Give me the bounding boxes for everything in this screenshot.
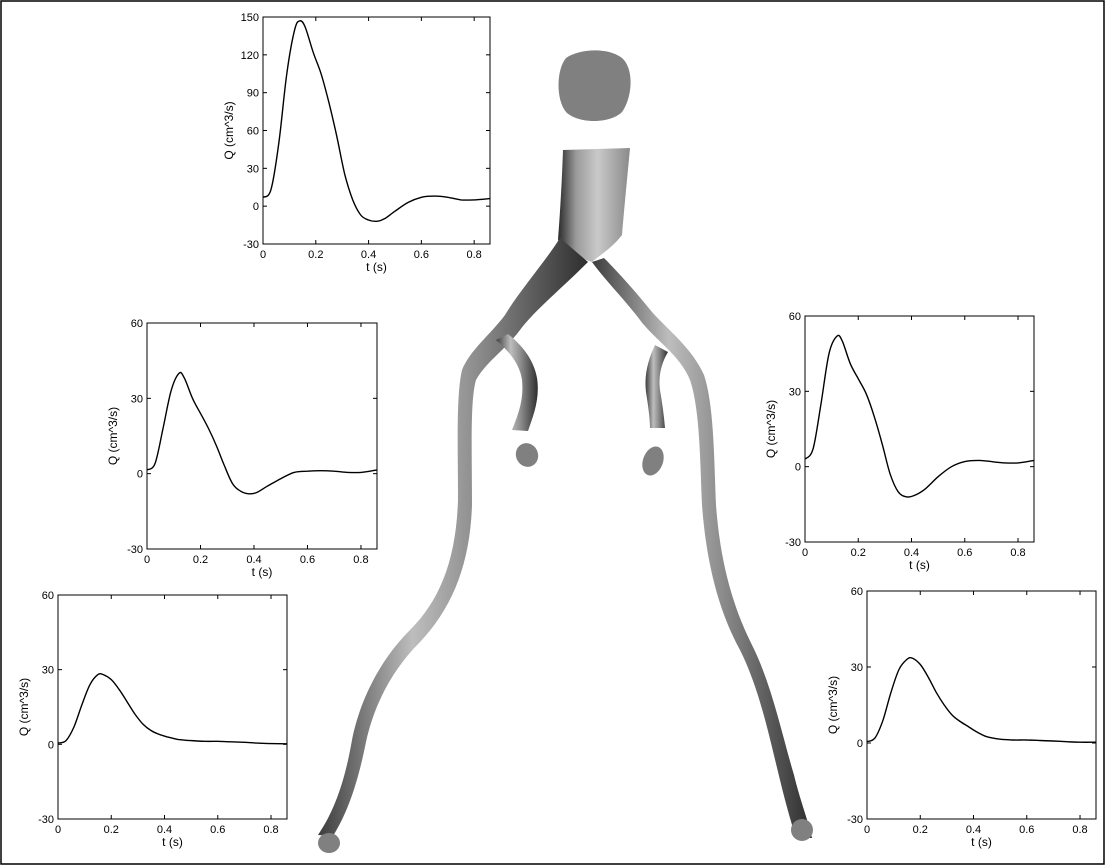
y-axis-label: Q (cm^3/s) — [764, 400, 778, 458]
y-tick-label: 30 — [131, 393, 143, 405]
flow-rate-line — [866, 656, 1097, 743]
y-tick-label: 60 — [131, 318, 143, 330]
left-iliac — [318, 238, 588, 836]
flow-rate-line — [146, 371, 378, 495]
x-tick-label: 0.6 — [1019, 824, 1034, 836]
x-tick-label: 0.6 — [300, 554, 315, 566]
y-tick-label: 30 — [789, 386, 801, 398]
y-axis-label: Q (cm^3/s) — [106, 407, 120, 465]
flow-rate-line — [57, 672, 288, 745]
x-tick-label: 0.2 — [104, 824, 119, 836]
y-tick-label: 60 — [42, 590, 54, 602]
plot-area — [804, 315, 1035, 543]
outlet-right-external — [791, 819, 813, 841]
y-tick-label: 60 — [851, 586, 863, 598]
left-internal-iliac — [496, 334, 538, 431]
y-tick-label: 60 — [789, 311, 801, 323]
x-tick-label: 0.8 — [1010, 547, 1025, 559]
x-tick-label: 0 — [864, 824, 870, 836]
plot-area — [57, 594, 288, 820]
y-tick-label: -30 — [243, 239, 259, 251]
y-tick-label: 0 — [857, 738, 863, 750]
x-tick-label: 0.2 — [193, 554, 208, 566]
y-axis-label: Q (cm^3/s) — [222, 101, 236, 159]
y-tick-label: -30 — [785, 537, 801, 549]
flow-rate-line — [804, 334, 1035, 498]
y-tick-label: 0 — [253, 201, 259, 213]
outlet-left-external — [318, 833, 340, 853]
x-tick-label: 0 — [260, 249, 266, 261]
x-tick-label: 0.4 — [361, 249, 376, 261]
y-tick-label: -30 — [847, 814, 863, 826]
x-axis-label: t (s) — [162, 835, 183, 849]
x-tick-label: 0.6 — [957, 547, 972, 559]
y-tick-label: 0 — [795, 462, 801, 474]
x-tick-label: 0.2 — [308, 249, 323, 261]
vessel-model — [318, 50, 813, 853]
aorta-trunk — [558, 148, 630, 262]
x-tick-label: 0.4 — [966, 824, 981, 836]
y-tick-label: 30 — [247, 163, 259, 175]
y-tick-label: 90 — [247, 88, 259, 100]
x-tick-label: 0 — [144, 554, 150, 566]
x-tick-label: 0.2 — [851, 547, 866, 559]
x-axis-label: t (s) — [366, 260, 387, 274]
x-tick-label: 0 — [55, 824, 61, 836]
outlet-right-internal — [642, 446, 664, 476]
y-tick-label: -30 — [127, 544, 143, 556]
y-tick-label: 60 — [247, 126, 259, 138]
x-tick-label: 0 — [802, 547, 808, 559]
x-axis-label: t (s) — [971, 835, 992, 849]
plot-area — [146, 322, 378, 550]
right-iliac — [592, 258, 812, 838]
x-tick-label: 0.4 — [157, 824, 172, 836]
x-tick-label: 0.6 — [414, 249, 429, 261]
y-tick-label: 0 — [48, 739, 54, 751]
x-axis-label: t (s) — [252, 565, 273, 579]
x-tick-label: 0.4 — [904, 547, 919, 559]
right-internal-iliac — [645, 345, 668, 428]
x-tick-label: 0.8 — [263, 824, 278, 836]
y-axis-label: Q (cm^3/s) — [17, 678, 31, 736]
x-tick-label: 0.4 — [246, 554, 261, 566]
x-tick-label: 0.8 — [467, 249, 482, 261]
x-tick-label: 0.2 — [913, 824, 928, 836]
x-tick-label: 0.8 — [353, 554, 368, 566]
y-axis-label: Q (cm^3/s) — [826, 676, 840, 734]
flow-rate-line — [262, 20, 491, 223]
y-tick-label: 150 — [241, 12, 259, 24]
outlet-left-internal — [515, 443, 539, 467]
y-tick-label: 120 — [241, 50, 259, 62]
plot-area — [262, 16, 491, 245]
y-tick-label: 30 — [851, 662, 863, 674]
x-tick-label: 0.6 — [210, 824, 225, 836]
y-tick-label: 0 — [137, 469, 143, 481]
inlet-cross-section — [558, 50, 631, 121]
x-axis-label: t (s) — [909, 558, 930, 572]
x-tick-label: 0.8 — [1072, 824, 1087, 836]
y-tick-label: 30 — [42, 665, 54, 677]
plot-area — [866, 590, 1097, 820]
y-tick-label: -30 — [38, 814, 54, 826]
